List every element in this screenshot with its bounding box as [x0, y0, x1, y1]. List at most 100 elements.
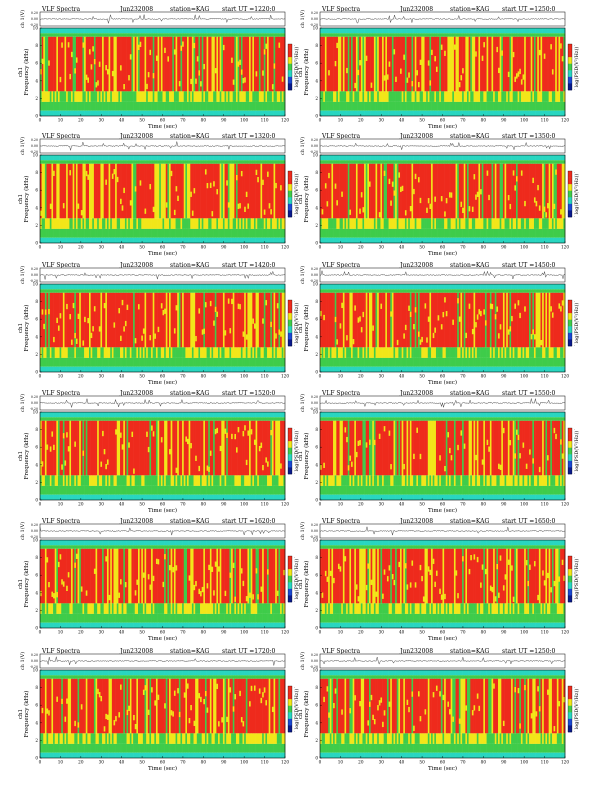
time-axis-label: Time (sec): [428, 250, 457, 257]
colorbar-segment: [288, 83, 292, 90]
ch1-axis-label: ch 1(V): [299, 10, 306, 28]
colorbar-tick-label: -: [574, 43, 575, 47]
y-tick-label: 10: [33, 153, 39, 158]
y-tick-label: 10: [313, 153, 319, 158]
y-tick-label: 4: [35, 78, 38, 83]
ch1-tag: ch1: [18, 67, 24, 77]
x-tick-label: 80: [481, 245, 487, 250]
time-axis-label: Time (sec): [148, 123, 177, 130]
y-tick-label: 6: [35, 188, 38, 193]
x-tick-label: 110: [541, 118, 549, 123]
x-tick-label: 0: [39, 245, 42, 250]
ch1-tick-label: 0.00: [31, 144, 38, 148]
x-tick-label: 50: [139, 245, 145, 250]
x-tick-label: 100: [240, 245, 248, 250]
colorbar-segment: [288, 51, 292, 58]
colorbar-segment: [568, 171, 572, 178]
x-tick-label: 20: [78, 245, 84, 250]
ch1-tag: ch1: [298, 194, 304, 204]
x-tick-label: 0: [319, 245, 322, 250]
ch1-tick-label: 0.20: [31, 138, 38, 142]
colorbar-segment: [288, 57, 292, 64]
x-tick-label: 110: [261, 118, 269, 123]
x-tick-label: 40: [119, 118, 125, 123]
y-tick-label: 6: [315, 61, 318, 66]
colorbar-segment: [288, 171, 292, 178]
colorbar-segment: [288, 178, 292, 185]
x-tick-label: 70: [460, 245, 466, 250]
x-tick-label: 30: [99, 245, 105, 250]
x-tick-label: 50: [419, 245, 425, 250]
colorbar-segment: [568, 70, 572, 77]
time-axis-label: Time (sec): [148, 250, 177, 257]
x-tick-label: 10: [338, 245, 344, 250]
ch1-axis-label: ch 1(V): [19, 10, 26, 28]
x-tick-label: 30: [99, 118, 105, 123]
x-tick-label: 40: [119, 245, 125, 250]
y-tick-label: 8: [35, 43, 38, 48]
colorbar-segment: [568, 64, 572, 71]
colorbar-segment: [288, 191, 292, 198]
colorbar-segment: [288, 77, 292, 84]
ch1-tick-label: 0.00: [311, 144, 318, 148]
colorbar-segment: [288, 197, 292, 204]
x-tick-label: 100: [520, 118, 528, 123]
y-tick-label: 10: [33, 26, 39, 31]
x-tick-label: 80: [201, 245, 207, 250]
colorbar-segment: [288, 184, 292, 191]
ch1-axis-label: ch 1(V): [19, 137, 26, 155]
x-tick-label: 10: [58, 118, 64, 123]
colorbar-segment: [288, 210, 292, 217]
x-tick-label: 20: [358, 118, 364, 123]
ch1-tick-label: 0.20: [31, 11, 38, 15]
ch1-tick-label: 0.20: [31, 267, 38, 271]
ch1-tag: ch1: [18, 194, 24, 204]
ch1-axis-label: ch 1(V): [299, 137, 306, 155]
colorbar-segment: [568, 184, 572, 191]
colorbar-segment: [568, 197, 572, 204]
colorbar-segment: [288, 70, 292, 77]
x-tick-label: 0: [39, 118, 42, 123]
y-tick-label: 8: [35, 170, 38, 175]
ch1-tick-label: 0.00: [31, 17, 38, 21]
x-tick-label: 80: [201, 118, 207, 123]
ch1-axis-label: ch 1(V): [19, 266, 26, 284]
colorbar-segment: [288, 64, 292, 71]
y-tick-label: 2: [315, 96, 318, 101]
x-tick-label: 70: [180, 118, 186, 123]
colorbar-segment: [568, 83, 572, 90]
y-tick-label: 4: [35, 205, 38, 210]
x-tick-label: 90: [221, 245, 227, 250]
x-tick-label: 60: [160, 245, 166, 250]
colorbar-segment: [288, 204, 292, 211]
colorbar-segment: [568, 210, 572, 217]
x-tick-label: 110: [261, 245, 269, 250]
y-tick-label: 8: [315, 43, 318, 48]
colorbar-tick-label: -: [574, 170, 575, 174]
frequency-axis-label: Frequency (kHz): [303, 176, 310, 223]
x-tick-label: 30: [379, 118, 385, 123]
x-tick-label: 90: [501, 118, 507, 123]
x-tick-label: 0: [319, 118, 322, 123]
ch1-tick-label: 0.00: [31, 273, 38, 277]
x-tick-label: 70: [180, 245, 186, 250]
x-tick-label: 90: [221, 118, 227, 123]
x-tick-label: 80: [481, 118, 487, 123]
colorbar-segment: [568, 44, 572, 51]
x-tick-label: 110: [541, 245, 549, 250]
colorbar-segment: [568, 191, 572, 198]
colorbar-segment: [568, 77, 572, 84]
colorbar-segment: [568, 204, 572, 211]
y-tick-label: 8: [315, 170, 318, 175]
x-tick-label: 120: [281, 118, 289, 123]
colorbar-tick-label: -: [294, 43, 295, 47]
time-axis-label: Time (sec): [428, 123, 457, 130]
x-tick-label: 60: [440, 245, 446, 250]
ch1-tick-label: 0.20: [311, 138, 318, 142]
